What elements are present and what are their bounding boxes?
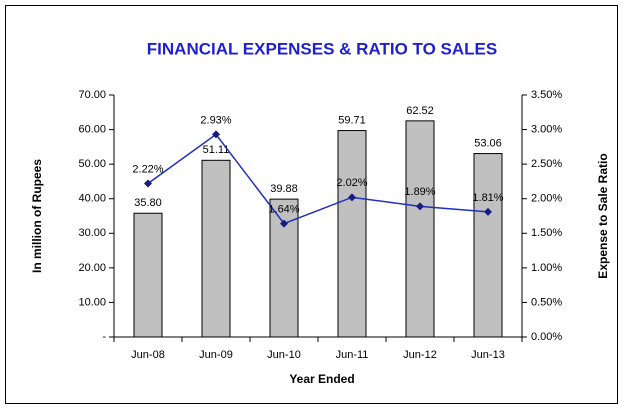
y-tick-label: 30.00	[78, 227, 106, 239]
y2-tick-label: 3.50%	[531, 89, 562, 101]
y2-tick-label: 0.50%	[531, 296, 562, 308]
line-marker	[416, 202, 424, 211]
line-value-label: 2.02%	[336, 177, 367, 189]
line-marker	[280, 219, 288, 228]
bar	[473, 153, 503, 338]
x-tick-label: Jun-13	[471, 349, 505, 361]
bar	[201, 159, 231, 338]
chart-title: FINANCIAL EXPENSES & RATIO TO SALES	[147, 39, 497, 58]
line-marker	[484, 207, 492, 216]
x-axis-title: Year Ended	[289, 372, 354, 386]
y-tick-label: 40.00	[78, 193, 106, 205]
line-value-label: 1.81%	[472, 192, 503, 204]
line-value-label: 1.64%	[268, 204, 299, 216]
bar-value-label: 59.71	[338, 114, 366, 126]
bar	[133, 212, 163, 338]
bar-value-label: 39.88	[270, 183, 298, 195]
y2-tick-label: 0.00%	[531, 331, 562, 343]
line-marker	[144, 179, 152, 188]
bar	[337, 130, 367, 338]
y2-tick-label: 1.50%	[531, 227, 562, 239]
x-tick-label: Jun-08	[131, 349, 165, 361]
y2-tick-label: 2.50%	[531, 158, 562, 170]
y2-axis-title: Expense to Sale Ratio	[596, 153, 610, 278]
y2-tick-label: 2.00%	[531, 193, 562, 205]
y-tick-label: 10.00	[78, 296, 106, 308]
line-value-label: 2.22%	[132, 163, 163, 175]
bar-value-label: 51.11	[203, 144, 230, 156]
bar-value-label: 35.80	[134, 197, 162, 209]
y2-tick-label: 3.00%	[531, 123, 562, 135]
line-value-label: 1.89%	[404, 186, 435, 198]
bar	[405, 120, 435, 338]
line	[147, 133, 489, 225]
y-tick-label: 20.00	[78, 262, 106, 274]
bar-value-label: 53.06	[474, 137, 502, 149]
y2-tick-label: 1.00%	[531, 262, 562, 274]
line-value-label: 2.93%	[200, 114, 231, 126]
y-tick-label: 50.00	[78, 158, 106, 170]
line-marker	[212, 130, 220, 139]
x-tick-label: Jun-12	[403, 349, 437, 361]
line-marker	[348, 193, 356, 202]
x-tick-label: Jun-10	[267, 349, 301, 361]
y-tick-label: 60.00	[78, 123, 106, 135]
y-axis-title: In million of Rupees	[30, 159, 44, 273]
x-tick-label: Jun-09	[199, 349, 233, 361]
y-tick-label: 70.00	[78, 89, 106, 101]
y-tick-label: -	[102, 331, 106, 343]
x-tick-label: Jun-11	[336, 349, 369, 361]
bar-value-label: 62.52	[406, 105, 434, 117]
